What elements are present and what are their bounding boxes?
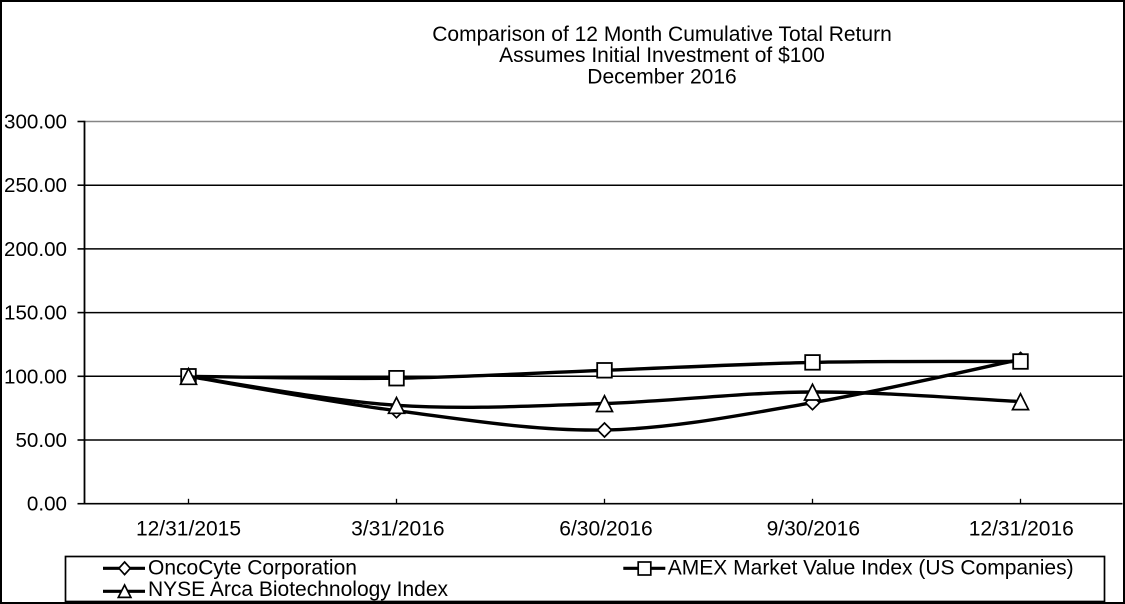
svg-text:Assumes Initial Investment of: Assumes Initial Investment of $100 xyxy=(499,44,825,67)
svg-text:OncoCyte Corporation: OncoCyte Corporation xyxy=(148,557,357,580)
svg-text:NYSE Arca Biotechnology Index: NYSE Arca Biotechnology Index xyxy=(148,578,449,601)
svg-text:3/31/2016: 3/31/2016 xyxy=(351,518,444,541)
svg-text:6/30/2016: 6/30/2016 xyxy=(559,518,652,541)
svg-text:Comparison of 12 Month Cumulat: Comparison of 12 Month Cumulative Total … xyxy=(432,23,892,46)
svg-text:100.00: 100.00 xyxy=(4,365,67,388)
svg-text:50.00: 50.00 xyxy=(15,429,67,452)
svg-text:300.00: 300.00 xyxy=(4,111,67,134)
svg-text:12/31/2015: 12/31/2015 xyxy=(136,518,241,541)
svg-text:200.00: 200.00 xyxy=(4,238,67,261)
svg-text:250.00: 250.00 xyxy=(4,174,67,197)
svg-text:12/31/2016: 12/31/2016 xyxy=(969,518,1074,541)
svg-text:AMEX Market Value Index (US Co: AMEX Market Value Index (US Companies) xyxy=(668,557,1074,580)
svg-text:150.00: 150.00 xyxy=(4,302,67,325)
svg-text:9/30/2016: 9/30/2016 xyxy=(767,518,860,541)
svg-text:December 2016: December 2016 xyxy=(587,65,736,88)
svg-text:0.00: 0.00 xyxy=(27,493,67,516)
